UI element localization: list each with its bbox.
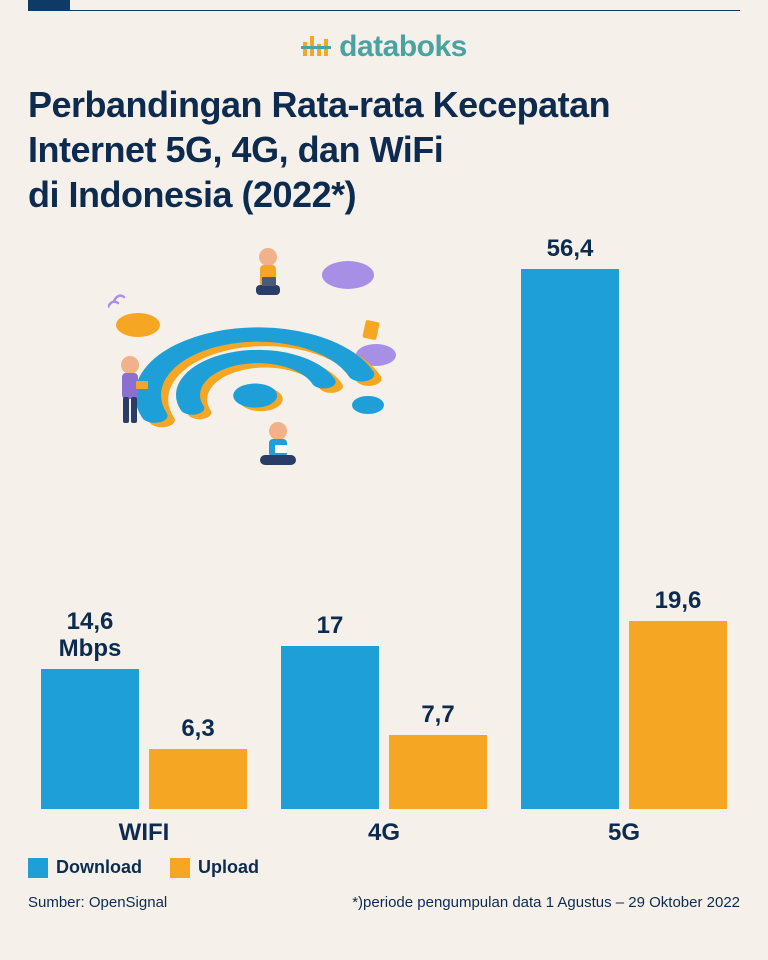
bar-upload: 6,3 bbox=[149, 749, 247, 809]
infographic-page: databoks Perbandingan Rata-rata Kecepata… bbox=[0, 0, 768, 960]
bar-value-label: 19,6 bbox=[655, 587, 702, 615]
top-rule bbox=[28, 10, 740, 11]
category-label: 5G bbox=[514, 819, 734, 847]
footer: Sumber: OpenSignal *)periode pengumpulan… bbox=[28, 894, 740, 911]
legend: Download Upload bbox=[28, 857, 740, 878]
legend-item-upload: Upload bbox=[170, 857, 259, 878]
accent-tab bbox=[28, 0, 70, 10]
chart-area: 14,6Mbps6,3177,756,419,6 WIFI4G5G bbox=[28, 227, 740, 847]
bar-upload: 19,6 bbox=[629, 621, 727, 809]
bar-value-label: 6,3 bbox=[181, 715, 214, 743]
brand-name: databoks bbox=[339, 30, 467, 64]
title-line-3: di Indonesia (2022*) bbox=[28, 174, 356, 215]
bar-value-label: 56,4 bbox=[547, 235, 594, 263]
bar-download: 56,4 bbox=[521, 269, 619, 809]
source-text: Sumber: OpenSignal bbox=[28, 894, 167, 911]
category-label: 4G bbox=[274, 819, 494, 847]
bar-download: 14,6Mbps bbox=[41, 669, 139, 809]
bar-group: 14,6Mbps6,3 bbox=[34, 669, 254, 809]
legend-swatch-download bbox=[28, 858, 48, 878]
title-line-2: Internet 5G, 4G, dan WiFi bbox=[28, 129, 443, 170]
bar-group: 56,419,6 bbox=[514, 269, 734, 809]
category-labels: WIFI 4G 5G bbox=[28, 819, 740, 847]
bar-value-label: 7,7 bbox=[421, 701, 454, 729]
brand: databoks bbox=[28, 30, 740, 64]
bar-upload: 7,7 bbox=[389, 735, 487, 809]
legend-label-upload: Upload bbox=[198, 857, 259, 878]
bar-group: 177,7 bbox=[274, 646, 494, 809]
legend-item-download: Download bbox=[28, 857, 142, 878]
bar-groups: 14,6Mbps6,3177,756,419,6 bbox=[28, 249, 740, 809]
bar-value-label: 14,6Mbps bbox=[59, 608, 122, 663]
category-label: WIFI bbox=[34, 819, 254, 847]
legend-label-download: Download bbox=[56, 857, 142, 878]
bar-download: 17 bbox=[281, 646, 379, 809]
databoks-logo-icon bbox=[301, 32, 331, 62]
legend-swatch-upload bbox=[170, 858, 190, 878]
footnote-text: *)periode pengumpulan data 1 Agustus – 2… bbox=[352, 894, 740, 911]
chart-title: Perbandingan Rata-rata Kecepatan Interne… bbox=[28, 82, 740, 217]
title-line-1: Perbandingan Rata-rata Kecepatan bbox=[28, 84, 610, 125]
bar-value-label: 17 bbox=[317, 612, 344, 640]
